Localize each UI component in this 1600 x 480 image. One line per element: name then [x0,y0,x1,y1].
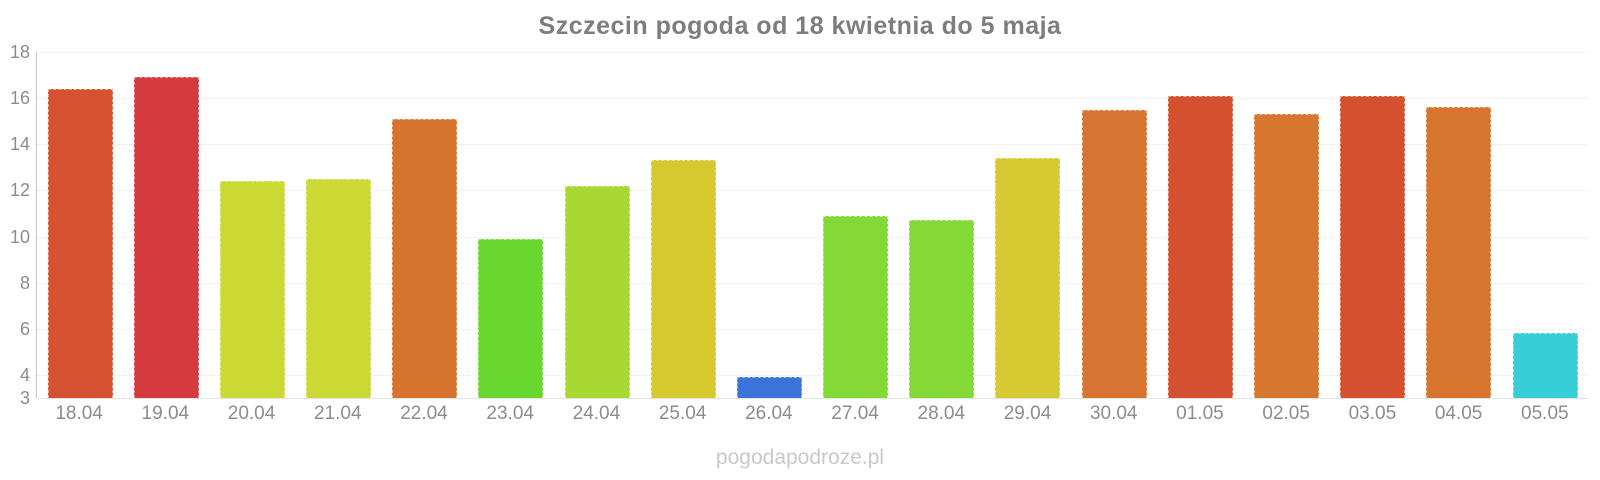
x-tick-label-22.04: 22.04 [400,403,448,424]
bar-column-20.04 [209,52,295,398]
y-tick-label-16: 16 [9,88,30,109]
bar-23.04[interactable] [478,238,544,398]
y-tick-label-6: 6 [19,318,30,339]
y-tick-label-18: 18 [9,42,30,62]
gridline-14 [37,144,1588,146]
gridline-8 [37,282,1588,284]
bar-column-19.04 [123,52,209,398]
x-tick-label-04.05: 04.05 [1434,403,1483,424]
bar-28.04[interactable] [909,220,975,398]
plot-area [36,52,1588,399]
x-tick-label-05.05: 05.05 [1521,403,1569,424]
x-tick-label-24.04: 24.04 [572,403,621,424]
bar-19.04[interactable] [133,77,199,398]
y-tick-label-3: 3 [19,388,30,408]
bar-03.05[interactable] [1340,95,1406,398]
chart-title: Szczecin pogoda od 18 kwietnia do 5 maja [538,12,1062,40]
bar-26.04[interactable] [736,377,802,398]
bar-column-01.05 [1157,52,1243,398]
bar-column-04.05 [1416,52,1502,398]
x-axis-line [37,398,1588,399]
x-tick-label-25.04: 25.04 [658,403,707,424]
bar-27.04[interactable] [823,215,889,398]
bar-column-02.05 [1243,52,1329,398]
x-tick-label-23.04: 23.04 [486,403,534,424]
y-tick-label-14: 14 [9,134,30,155]
bar-18.04[interactable] [47,88,113,398]
bar-01.05[interactable] [1167,95,1233,398]
y-tick-label-4: 4 [19,364,30,385]
x-tick-label-19.04: 19.04 [141,403,190,424]
bar-column-21.04 [296,52,382,398]
bar-column-22.04 [382,52,468,398]
x-tick-label-26.04: 26.04 [745,403,793,424]
bar-column-23.04 [468,52,554,398]
bar-column-25.04 [640,52,726,398]
gridline-10 [37,236,1588,238]
gridline-6 [37,328,1588,330]
x-tick-label-28.04: 28.04 [917,403,966,424]
x-tick-label-30.04: 30.04 [1089,403,1138,424]
bar-column-24.04 [554,52,640,398]
bar-04.05[interactable] [1426,107,1492,398]
x-axis-labels: 18.04 19.04 20.04 21.04 22.04 23.04 24.04 25.04… [36,403,1588,425]
bar-24.04[interactable] [564,185,630,398]
bar-22.04[interactable] [392,118,458,398]
x-tick-label-03.05: 03.05 [1348,403,1397,424]
bar-column-30.04 [1071,52,1157,398]
bar-column-29.04 [985,52,1071,398]
y-tick-label-12: 12 [9,180,30,201]
gridline-4 [37,374,1588,376]
gridline-18 [37,52,1588,53]
bar-column-28.04 [899,52,985,398]
x-tick-label-01.05: 01.05 [1176,403,1224,424]
bar-column-27.04 [813,52,899,398]
bar-29.04[interactable] [995,158,1061,398]
x-tick-label-20.04: 20.04 [227,403,276,424]
gridline-12 [37,190,1588,192]
y-tick-label-8: 8 [19,272,30,293]
bar-30.04[interactable] [1081,109,1147,398]
bar-column-26.04 [726,52,812,398]
x-tick-label-29.04: 29.04 [1003,403,1052,424]
bar-05.05[interactable] [1512,333,1578,398]
bars-row [37,52,1588,398]
bar-column-05.05 [1502,52,1588,398]
bar-column-18.04 [37,52,123,398]
x-tick-label-27.04: 27.04 [831,403,879,424]
bar-02.05[interactable] [1253,114,1319,398]
bar-20.04[interactable] [219,181,285,398]
watermark: pogodapodroze.pl [715,446,885,469]
x-tick-label-21.04: 21.04 [313,403,362,424]
bar-25.04[interactable] [650,160,716,398]
x-tick-label-18.04: 18.04 [55,403,103,424]
bar-21.04[interactable] [306,178,372,398]
bar-column-03.05 [1330,52,1416,398]
y-tick-label-10: 10 [9,226,30,247]
x-tick-label-02.05: 02.05 [1262,403,1310,424]
gridline-16 [37,98,1588,100]
